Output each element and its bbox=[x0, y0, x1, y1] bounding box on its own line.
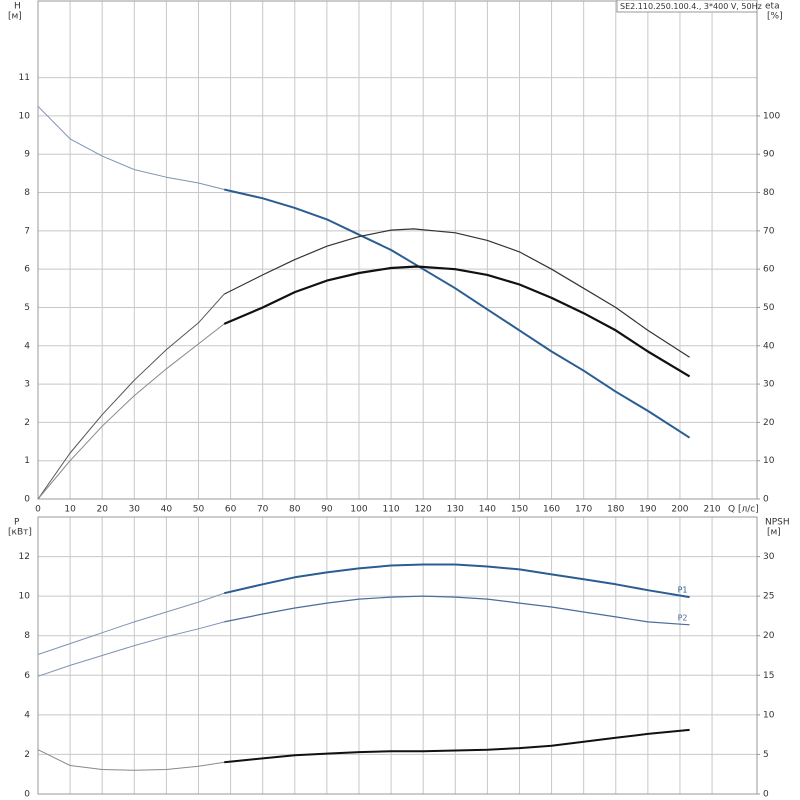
y2-tick-label: 20 bbox=[763, 631, 775, 641]
y-axis-label: H bbox=[14, 2, 21, 12]
y2-tick-label: 10 bbox=[763, 456, 775, 466]
y-tick-label: 7 bbox=[24, 226, 30, 236]
y2-tick-label: 20 bbox=[763, 418, 775, 428]
plot-frame bbox=[37, 516, 758, 795]
x-tick-label: 190 bbox=[639, 505, 656, 515]
curve bbox=[223, 265, 691, 378]
curve bbox=[37, 105, 225, 190]
curve bbox=[224, 728, 690, 764]
y2-axis-unit: [%] bbox=[767, 12, 783, 22]
x-tick-label: 60 bbox=[225, 505, 237, 515]
y2-tick-label: 100 bbox=[763, 111, 780, 121]
y2-tick-label: 30 bbox=[763, 552, 775, 562]
y2-tick-label: 15 bbox=[763, 671, 774, 681]
y-axis-unit: [кВт] bbox=[8, 528, 32, 538]
y2-tick-label: 30 bbox=[763, 380, 775, 390]
curve bbox=[223, 188, 691, 439]
y-tick-label: 2 bbox=[24, 418, 30, 428]
y2-tick-label: 60 bbox=[763, 265, 775, 275]
y-tick-label: 10 bbox=[19, 111, 31, 121]
y-axis-label: P bbox=[14, 518, 20, 528]
curve bbox=[37, 323, 225, 500]
y2-tick-label: 5 bbox=[763, 750, 769, 760]
y2-axis-label: eta bbox=[765, 2, 780, 12]
curve bbox=[223, 228, 690, 358]
y-tick-label: 0 bbox=[24, 790, 30, 800]
x-tick-label: 180 bbox=[607, 505, 624, 515]
curve bbox=[37, 592, 225, 655]
y2-tick-label: 25 bbox=[763, 592, 774, 602]
y-tick-label: 6 bbox=[24, 671, 30, 681]
x-tick-label: 160 bbox=[543, 505, 560, 515]
y2-tick-label: 0 bbox=[763, 495, 769, 505]
y-tick-label: 8 bbox=[24, 188, 30, 198]
curve bbox=[37, 621, 225, 677]
x-tick-label: 50 bbox=[193, 505, 205, 515]
curve bbox=[37, 749, 225, 771]
curve bbox=[37, 293, 225, 500]
x-tick-label: 100 bbox=[350, 505, 367, 515]
y-tick-label: 8 bbox=[24, 631, 30, 641]
x-axis-label: Q [л/с] bbox=[728, 505, 759, 515]
y2-tick-label: 40 bbox=[763, 341, 775, 351]
y2-tick-label: 80 bbox=[763, 188, 775, 198]
plot-frame bbox=[37, 0, 758, 500]
x-tick-label: 0 bbox=[35, 505, 41, 515]
y-tick-label: 1 bbox=[24, 456, 30, 466]
x-tick-label: 40 bbox=[161, 505, 173, 515]
y-tick-label: 6 bbox=[24, 265, 30, 275]
y-tick-label: 0 bbox=[24, 495, 30, 505]
y2-tick-label: 90 bbox=[763, 150, 775, 160]
chart-title: SE2.110.250.100.4., 3*400 V, 50Hz bbox=[620, 2, 762, 11]
y-tick-label: 3 bbox=[24, 380, 30, 390]
y-tick-label: 4 bbox=[24, 710, 30, 720]
curve-label: P2 bbox=[678, 613, 688, 622]
x-tick-label: 20 bbox=[96, 505, 108, 515]
y2-axis-unit: [м] bbox=[767, 528, 781, 538]
y2-tick-label: 10 bbox=[763, 710, 775, 720]
curve bbox=[223, 563, 690, 599]
x-tick-label: 140 bbox=[479, 505, 496, 515]
x-tick-label: 130 bbox=[447, 505, 464, 515]
x-tick-label: 200 bbox=[671, 505, 688, 515]
x-tick-label: 10 bbox=[64, 505, 76, 515]
x-tick-label: 110 bbox=[382, 505, 399, 515]
curve bbox=[224, 595, 690, 626]
y-tick-label: 11 bbox=[19, 73, 30, 83]
y2-axis-label: NPSH bbox=[765, 518, 790, 528]
x-tick-label: 170 bbox=[575, 505, 592, 515]
x-tick-label: 30 bbox=[129, 505, 141, 515]
x-tick-label: 210 bbox=[703, 505, 720, 515]
title-box bbox=[616, 0, 758, 13]
y-tick-label: 12 bbox=[19, 552, 30, 562]
curve-label: P1 bbox=[678, 586, 688, 595]
x-tick-label: 120 bbox=[415, 505, 432, 515]
y2-tick-label: 70 bbox=[763, 226, 775, 236]
y-axis-unit: [м] bbox=[8, 12, 22, 22]
x-tick-label: 80 bbox=[289, 505, 301, 515]
y-tick-label: 10 bbox=[19, 592, 31, 602]
y-tick-label: 5 bbox=[24, 303, 30, 313]
x-tick-label: 90 bbox=[321, 505, 333, 515]
y2-tick-label: 50 bbox=[763, 303, 775, 313]
y-tick-label: 2 bbox=[24, 750, 30, 760]
y-tick-label: 4 bbox=[24, 341, 30, 351]
y-tick-label: 9 bbox=[24, 150, 30, 160]
x-tick-label: 150 bbox=[511, 505, 528, 515]
x-tick-label: 70 bbox=[257, 505, 269, 515]
y2-tick-label: 0 bbox=[763, 790, 769, 800]
